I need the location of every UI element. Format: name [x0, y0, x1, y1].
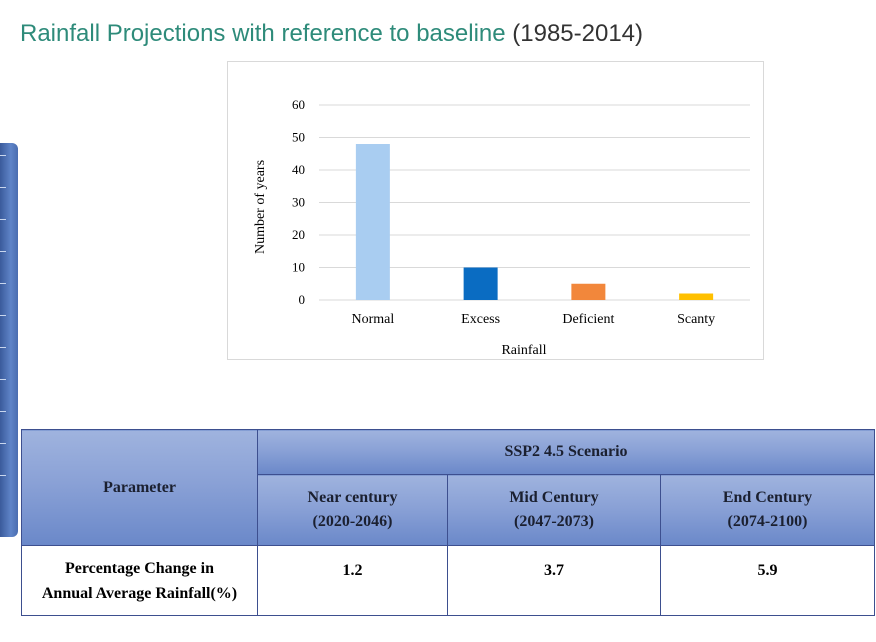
bar-normal — [355, 144, 390, 300]
y-tick-label-4: 40 — [292, 162, 305, 177]
scenario-header: SSP2 4.5 Scenario — [257, 429, 875, 475]
chart-bars — [355, 144, 714, 300]
chart-gridlines — [319, 104, 750, 301]
row-label-line-2: Annual Average Rainfall(%) — [41, 584, 238, 602]
rainfall-bar-chart: 0 10 20 30 40 50 60 Normal Excess Deficient Scant… — [253, 97, 750, 358]
end-century-name: End Century — [722, 489, 813, 506]
end-century-range: (2074-2100) — [727, 513, 808, 530]
x-tick-label-deficient: Deficient — [562, 312, 614, 327]
chart-x-ticks: Normal Excess Deficient Scanty — [351, 312, 715, 327]
parameter-header: Parameter — [21, 429, 258, 546]
y-tick-label-5: 50 — [292, 130, 305, 145]
rainfall-chart: 0 10 20 30 40 50 60 Normal Excess Deficient Scant… — [227, 61, 764, 360]
x-tick-label-scanty: Scanty — [677, 312, 715, 327]
chart-x-axis-label: Rainfall — [501, 343, 546, 358]
chart-y-axis-label: Number of years — [253, 160, 268, 254]
row-label-line-1: Percentage Change in — [64, 559, 214, 577]
near-century-value: 1.2 — [257, 545, 448, 616]
mid-century-header: Mid Century (2047-2073) — [447, 474, 661, 546]
page-title-accent: Rainfall Projections with reference to b… — [20, 20, 506, 47]
near-century-header: Near century (2020-2046) — [257, 474, 448, 546]
y-tick-label-0: 0 — [299, 292, 306, 307]
mid-century-range: (2047-2073) — [514, 513, 594, 530]
bar-deficient — [571, 283, 606, 300]
y-tick-label-2: 20 — [292, 227, 305, 242]
row-label-cell: Percentage Change in Annual Average Rain… — [21, 545, 258, 616]
side-panel-tab[interactable] — [0, 143, 18, 537]
end-century-header: End Century (2074-2100) — [660, 474, 875, 546]
x-tick-label-normal: Normal — [351, 312, 394, 327]
chart-y-ticks: 0 10 20 30 40 50 60 — [292, 97, 305, 307]
x-tick-label-excess: Excess — [461, 312, 500, 327]
bar-excess — [463, 267, 498, 300]
page-title-period: (1985-2014) — [512, 20, 644, 47]
scenario-table: Parameter SSP2 4.5 Scenario Near century… — [21, 429, 875, 616]
near-century-range: (2020-2046) — [312, 513, 393, 530]
table-row: Percentage Change in Annual Average Rain… — [21, 545, 875, 616]
mid-century-name: Mid Century — [509, 489, 599, 506]
page-title: Rainfall Projections with reference to b… — [20, 18, 643, 50]
bar-scanty — [679, 293, 714, 300]
y-tick-label-3: 30 — [292, 195, 305, 210]
end-century-value: 5.9 — [660, 545, 875, 616]
y-tick-label-6: 60 — [292, 97, 305, 112]
mid-century-value: 3.7 — [447, 545, 661, 616]
y-tick-label-1: 10 — [292, 260, 305, 275]
near-century-name: Near century — [307, 489, 398, 506]
